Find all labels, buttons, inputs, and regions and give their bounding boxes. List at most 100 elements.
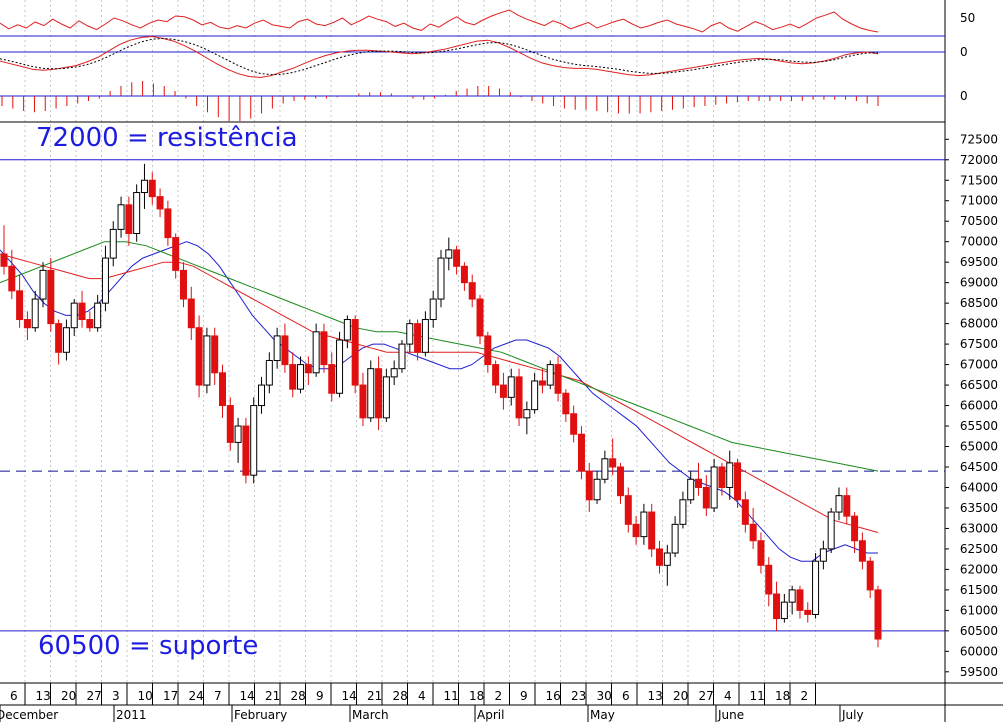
candle-body <box>86 319 94 329</box>
candle-body <box>523 409 531 419</box>
candle-body <box>546 364 554 386</box>
x-tick-label: 4 <box>418 689 426 703</box>
x-tick-label: 11 <box>750 689 765 703</box>
price-ytick: 60000 <box>960 644 998 658</box>
x-month-label: May <box>590 708 615 722</box>
candle-body <box>671 523 679 554</box>
candle-body <box>55 323 63 353</box>
candle-body <box>234 425 242 443</box>
candle-body <box>741 499 749 525</box>
candle-body <box>421 319 429 353</box>
price-ytick: 61000 <box>960 603 998 617</box>
resistance-annotation: 72000 = resistência <box>36 123 298 153</box>
candle-body <box>242 425 250 476</box>
osc-ytick: 50 <box>960 11 975 25</box>
candle-body <box>164 208 172 239</box>
macd-line <box>0 35 879 79</box>
price-ytick: 69500 <box>960 255 998 269</box>
x-tick-label: 24 <box>189 689 204 703</box>
candle-body <box>780 601 788 620</box>
x-tick-label: 10 <box>138 689 153 703</box>
candle-body <box>406 323 414 345</box>
price-ytick: 63000 <box>960 521 998 535</box>
x-tick-label: 20 <box>673 689 688 703</box>
x-tick-label: 3 <box>112 689 120 703</box>
candle-body <box>101 257 109 304</box>
candle-body <box>367 368 375 419</box>
candle-body <box>258 384 266 407</box>
price-ytick: 62000 <box>960 562 998 576</box>
macd-signal-line <box>0 37 878 76</box>
x-tick-label: 18 <box>469 689 484 703</box>
x-tick-label: 14 <box>240 689 255 703</box>
candle-body <box>47 269 55 325</box>
x-month-label: 2011 <box>116 708 147 722</box>
price-ytick: 61500 <box>960 583 998 597</box>
candle-body <box>351 319 359 386</box>
candle-body <box>140 179 148 194</box>
candle-body <box>250 405 258 476</box>
x-tick-label: 18 <box>775 689 790 703</box>
candle-body <box>328 364 336 394</box>
x-tick-label: 13 <box>648 689 663 703</box>
candle-body <box>172 237 180 271</box>
candle-body <box>195 327 203 386</box>
price-ytick: 65000 <box>960 440 998 454</box>
candle-body <box>39 269 47 300</box>
candle-body <box>570 413 578 435</box>
candle-body <box>219 372 226 407</box>
x-month-label: June <box>717 708 744 722</box>
x-tick-label: 16 <box>546 689 561 703</box>
candle-body <box>734 462 742 501</box>
price-ytick: 64000 <box>960 480 998 494</box>
candle-body <box>538 380 546 386</box>
price-ytick: 72500 <box>960 132 998 146</box>
candle-body <box>336 339 344 394</box>
candle-body <box>843 495 851 517</box>
candle-body <box>726 462 734 488</box>
candle-body <box>62 327 70 353</box>
hist-ytick: 0 <box>960 89 968 103</box>
candle-body <box>804 609 812 615</box>
candle-body <box>187 298 195 329</box>
candle-body <box>109 228 117 259</box>
candle-body <box>866 560 874 591</box>
candle-body <box>765 564 773 595</box>
candle-body <box>414 323 422 353</box>
candle-body <box>874 589 882 640</box>
candle-body <box>593 478 601 501</box>
price-ytick: 68000 <box>960 317 998 331</box>
candle-body <box>679 499 687 525</box>
candle-body <box>156 196 164 210</box>
candle-body <box>515 376 523 419</box>
candle-body <box>835 495 843 513</box>
x-tick-label: 2 <box>801 689 809 703</box>
x-month-label: March <box>352 708 389 722</box>
candle-body <box>203 335 211 386</box>
price-ytick: 71000 <box>960 194 998 208</box>
x-tick-label: 9 <box>520 689 528 703</box>
candle-body <box>585 470 593 501</box>
candle-body <box>453 249 461 267</box>
candle-body <box>8 265 16 292</box>
candle-body <box>640 511 648 538</box>
x-tick-label: 6 <box>622 689 630 703</box>
x-month-label: April <box>477 708 504 722</box>
price-ytick: 70000 <box>960 235 998 249</box>
candle-body <box>507 376 515 398</box>
x-tick-label: 7 <box>214 689 222 703</box>
candle-body <box>710 466 718 509</box>
candle-body <box>382 376 390 419</box>
candle-body <box>375 368 383 419</box>
x-tick-label: 6 <box>10 689 18 703</box>
price-ytick: 71500 <box>960 173 998 187</box>
candle-body <box>320 331 328 366</box>
candle-body <box>148 179 156 198</box>
x-tick-label: 13 <box>36 689 51 703</box>
x-tick-label: 4 <box>724 689 732 703</box>
candle-body <box>289 364 297 390</box>
price-ytick: 66000 <box>960 399 998 413</box>
price-ytick: 68500 <box>960 296 998 310</box>
candle-body <box>858 540 866 562</box>
candle-body <box>179 269 187 300</box>
